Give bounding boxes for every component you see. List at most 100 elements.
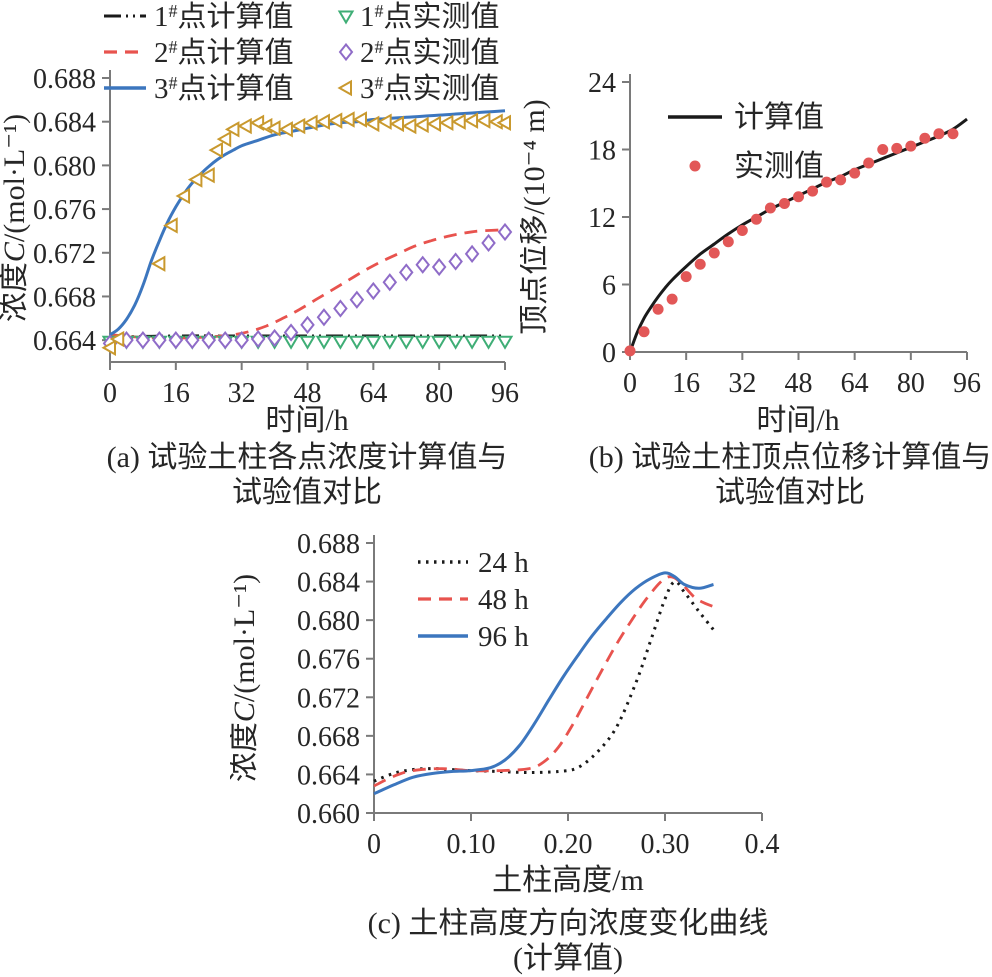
diamond-marker	[201, 331, 217, 350]
measured-dot-marker	[947, 128, 959, 140]
triangle-left-marker	[200, 167, 215, 184]
measured-dot-marker	[919, 132, 931, 144]
triangle-left-marker	[475, 112, 491, 129]
y-axis-label: 浓度C/(mol·L⁻¹)	[230, 574, 261, 782]
triangle-left-marker	[150, 255, 166, 272]
y-tick-label: 0.672	[33, 239, 96, 270]
legend-label: 48 h	[478, 584, 529, 616]
x-tick-label: 0.20	[544, 829, 593, 860]
series-line	[373, 575, 714, 788]
diamond-marker	[283, 323, 299, 342]
measured-dot-marker	[764, 202, 776, 214]
measured-dot-marker	[933, 128, 945, 140]
x-tick-label: 0	[103, 378, 117, 409]
triangle-left-marker	[216, 130, 232, 148]
y-tick-label: 0	[602, 338, 616, 369]
caption-a: (a) 试验土柱各点浓度计算值与 试验值对比	[27, 440, 587, 510]
diamond-marker	[497, 222, 513, 242]
diamond-marker	[234, 331, 249, 350]
series-line	[628, 117, 968, 353]
y-tick-label: 0.688	[33, 64, 96, 95]
y-tick-label: 12	[588, 203, 616, 234]
triangle-left-marker	[208, 141, 223, 159]
measured-dot-marker	[793, 191, 804, 203]
triangle-down-marker	[430, 335, 448, 350]
x-tick-label: 32	[228, 378, 256, 409]
x-tick-label: 0	[623, 368, 637, 399]
triangle-down-marker	[315, 335, 333, 350]
triangle-left-marker	[451, 113, 466, 130]
triangle-left-marker	[303, 114, 318, 131]
triangle-down-marker	[447, 335, 464, 350]
triangle-left-marker	[315, 113, 330, 130]
diamond-marker	[316, 308, 332, 327]
legend-label: 2#点计算值	[154, 36, 294, 69]
measured-dot-marker	[680, 271, 692, 283]
y-tick-label: 0.684	[33, 108, 96, 139]
diamond-marker	[152, 331, 167, 350]
triangle-left-marker	[175, 187, 191, 205]
triangle-left-marker	[327, 112, 343, 129]
triangle-down-marker	[480, 335, 497, 350]
triangle-left-marker	[237, 117, 252, 135]
triangle-left-marker	[266, 120, 281, 137]
y-tick-label: 0.680	[33, 151, 96, 182]
x-tick-label: 16	[672, 368, 700, 399]
x-axis-label: 土柱高度/m	[492, 864, 644, 897]
series-line	[109, 109, 506, 336]
y-tick-label: 0.668	[33, 282, 96, 313]
measured-dot-marker	[736, 225, 748, 236]
measured-dot-marker	[891, 142, 903, 154]
x-tick-label: 64	[359, 378, 387, 409]
measured-dot-marker	[905, 140, 917, 152]
chart-c-concentration-vs-height: 0 0.10 0.20 0.30 0.4 0.660 0.664 0.668 0.672 0.67…	[230, 520, 790, 908]
x-tick-label: 64	[841, 368, 869, 399]
x-tick-label: 0.10	[447, 829, 496, 860]
diamond-marker	[338, 42, 354, 62]
y-tick-label: 0.676	[297, 645, 360, 676]
x-tick-label: 0.4	[745, 829, 780, 860]
measured-dot-marker	[821, 176, 833, 188]
caption-b-line1: (b) 试验土柱顶点位移计算值与	[588, 441, 992, 474]
series-line	[373, 580, 715, 783]
measured-dot-marker	[624, 345, 636, 357]
x-tick-label: 48	[785, 368, 813, 399]
triangle-down-marker	[332, 335, 349, 350]
diamond-marker	[185, 331, 200, 350]
chart-c-svg: 0 0.10 0.20 0.30 0.4 0.660 0.664 0.668 0.672 0.67…	[230, 529, 780, 897]
y-tick-label: 0.664	[297, 760, 360, 791]
chart-b-svg: 0 16 32 48 64 80 96 0 6 12 18 24 时间/h 顶点位移/(10⁻⁴ m) 计算…	[520, 68, 981, 437]
measured-dot-marker	[689, 160, 701, 172]
y-tick-label: 0.664	[33, 326, 96, 357]
y-tick-label: 0.660	[297, 799, 360, 830]
caption-a-line2: 试验值对比	[232, 476, 382, 509]
legend-label: 1#点实测值	[360, 0, 500, 33]
triangle-left-marker	[364, 115, 380, 133]
y-axis-label: 浓度C/(mol·L⁻¹)	[0, 114, 31, 322]
triangle-left-marker	[389, 115, 405, 133]
triangle-left-marker	[290, 117, 306, 135]
caption-c-line2: (计算值)	[513, 942, 623, 975]
diamond-marker	[300, 315, 315, 334]
diamond-marker	[250, 329, 266, 349]
diamond-marker	[448, 252, 463, 271]
triangle-left-marker	[426, 115, 442, 133]
diamond-marker	[415, 255, 430, 274]
y-tick-label: 0.668	[297, 722, 360, 753]
x-tick-label: 48	[294, 378, 322, 409]
measured-dot-marker	[835, 174, 847, 186]
diamond-marker	[431, 257, 447, 277]
diamond-marker	[349, 290, 365, 309]
diamond-marker	[168, 331, 184, 350]
triangle-left-marker	[101, 339, 116, 357]
legend-label: 2#点实测值	[360, 36, 500, 69]
measured-dot-marker	[778, 198, 790, 209]
x-axis-label: 时间/h	[265, 404, 348, 437]
legend-label: 3#点实测值	[360, 72, 500, 105]
x-tick-label: 16	[162, 378, 190, 409]
triangle-left-marker	[187, 171, 203, 188]
y-tick-label: 24	[588, 68, 616, 99]
caption-c-line1: (c) 土柱高度方向浓度变化曲线	[367, 907, 769, 940]
triangle-down-marker	[414, 335, 431, 350]
triangle-down-marker	[299, 335, 316, 350]
